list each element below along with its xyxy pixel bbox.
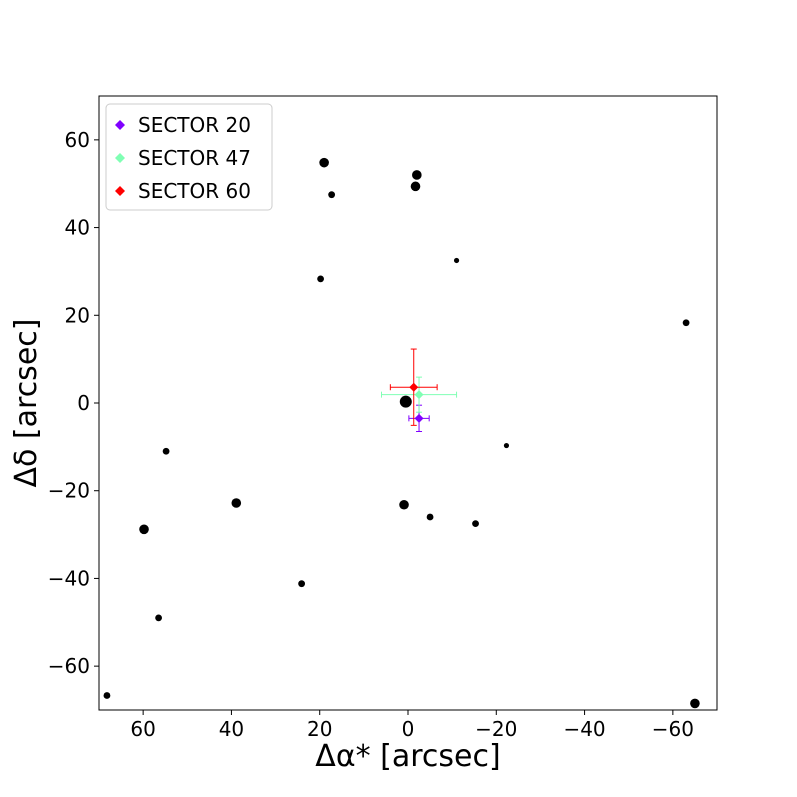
sector-marker (414, 413, 424, 423)
star-point (298, 580, 306, 588)
x-tick-label: 60 (130, 717, 155, 741)
y-tick-label: 60 (65, 128, 90, 152)
legend: SECTOR 20 SECTOR 47 SECTOR 60 (105, 103, 273, 211)
star-point (453, 257, 460, 264)
star-point (231, 498, 242, 508)
star-point (426, 513, 434, 521)
star-point (399, 499, 409, 510)
field-stars (103, 157, 700, 709)
star-point (399, 395, 412, 408)
star-point (503, 442, 510, 449)
star-point (472, 520, 479, 528)
star-point (139, 524, 149, 535)
legend-marker (115, 186, 125, 196)
x-tick-label: 0 (402, 717, 415, 741)
x-tick-label: −20 (475, 717, 517, 741)
x-axis-label: Δα* [arcsec] (315, 739, 500, 774)
star-point (319, 157, 329, 168)
x-tick-label: −60 (652, 717, 694, 741)
legend-label: SECTOR 60 (138, 179, 251, 203)
star-point (155, 614, 162, 622)
x-tick-label: 20 (307, 717, 332, 741)
star-point (162, 447, 170, 455)
star-point (410, 181, 421, 192)
y-tick-label: −60 (48, 654, 90, 678)
y-tick-label: −40 (48, 566, 90, 590)
y-tick-label: 0 (77, 391, 90, 415)
x-tick-label: −40 (563, 717, 605, 741)
x-axis-ticks: 60 40 20 0 −20 −40 −60 (130, 710, 694, 741)
star-point (103, 692, 111, 699)
star-point (682, 319, 690, 327)
sector-marker (414, 390, 424, 400)
star-point (317, 275, 324, 283)
sector-series-2 (381, 376, 458, 413)
y-tick-label: −20 (48, 479, 90, 503)
y-tick-label: 40 (65, 216, 90, 240)
sector-marker (409, 382, 419, 392)
x-tick-label: 40 (219, 717, 244, 741)
legend-marker (115, 120, 125, 130)
sector-series-3 (389, 348, 438, 426)
star-point (328, 191, 336, 199)
y-tick-label: 20 (65, 303, 90, 327)
y-axis-label: Δδ [arcsec] (9, 319, 44, 488)
legend-box (105, 103, 273, 211)
legend-label: SECTOR 20 (138, 113, 251, 137)
legend-label: SECTOR 47 (138, 146, 251, 170)
star-point (690, 698, 700, 709)
legend-marker (115, 153, 125, 163)
y-axis-ticks: 60 40 20 0 −20 −40 −60 (48, 128, 99, 678)
star-point (412, 170, 422, 180)
sector-series (381, 348, 458, 433)
